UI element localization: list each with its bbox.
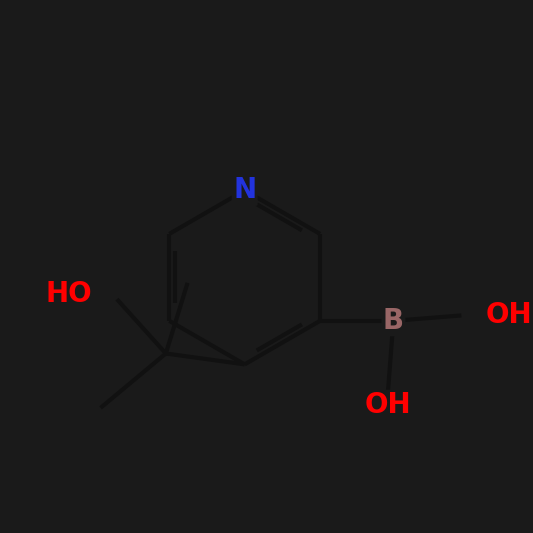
Text: HO: HO: [46, 280, 92, 308]
Text: OH: OH: [486, 302, 532, 329]
Text: B: B: [383, 307, 404, 335]
Text: OH: OH: [365, 391, 411, 419]
Text: N: N: [233, 176, 256, 204]
